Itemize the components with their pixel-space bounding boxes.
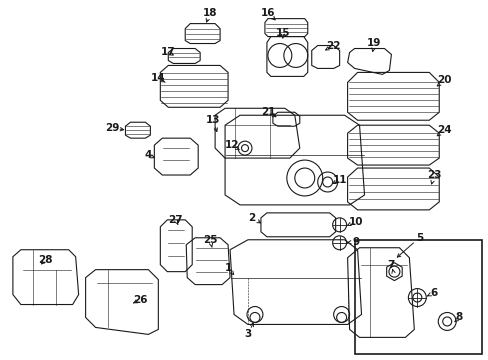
Text: 26: 26 [133,294,147,305]
Text: 6: 6 [430,288,437,298]
Text: 2: 2 [248,213,255,223]
Text: 5: 5 [415,233,422,243]
Text: 12: 12 [224,140,239,150]
Text: 14: 14 [151,73,165,84]
Text: 16: 16 [260,8,275,18]
Text: 17: 17 [161,48,175,58]
Text: 10: 10 [347,217,362,227]
Text: 1: 1 [224,263,231,273]
Text: 28: 28 [39,255,53,265]
Text: 3: 3 [244,329,251,339]
Text: 21: 21 [260,107,275,117]
Text: 24: 24 [436,125,450,135]
Text: 15: 15 [275,28,289,37]
Text: 19: 19 [366,37,381,48]
Text: 11: 11 [332,175,346,185]
Text: 13: 13 [205,115,220,125]
Text: 18: 18 [203,8,217,18]
Text: 29: 29 [105,123,120,133]
Bar [354,240,481,354]
Text: 7: 7 [387,260,394,270]
Text: 22: 22 [325,41,340,50]
Text: 27: 27 [167,215,182,225]
Text: 4: 4 [144,150,152,160]
Text: 25: 25 [203,235,217,245]
Text: 20: 20 [436,75,450,85]
Text: 23: 23 [426,170,441,180]
Text: 8: 8 [455,312,462,323]
Text: 9: 9 [351,237,358,247]
